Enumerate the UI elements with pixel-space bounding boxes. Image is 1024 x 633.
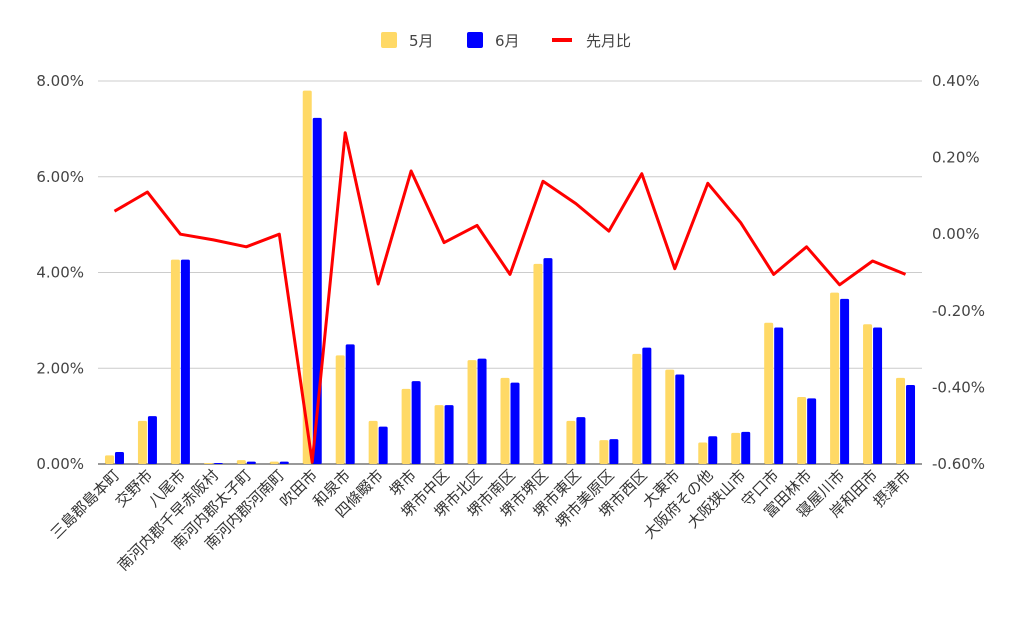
bar-6月 — [807, 398, 817, 464]
bar-5月 — [566, 420, 576, 464]
y-left-tick-label: 4.00% — [36, 264, 84, 282]
bar-5月 — [401, 388, 411, 464]
bar-6月 — [246, 461, 256, 464]
bar-6月 — [873, 327, 883, 464]
x-tick-label: 三島郡島本町 — [47, 466, 123, 542]
bar-6月 — [279, 461, 289, 464]
bar-6月 — [741, 431, 751, 464]
legend-label: 6月 — [495, 32, 520, 50]
bar-6月 — [477, 358, 487, 464]
bar-6月 — [609, 439, 619, 464]
bar-5月 — [236, 460, 246, 464]
bar-5月 — [764, 322, 774, 464]
bar-5月 — [203, 463, 213, 464]
bar-6月 — [510, 382, 520, 464]
bar-6月 — [180, 259, 190, 464]
legend-swatch — [381, 32, 397, 48]
bar-5月 — [863, 324, 873, 464]
line-先月比 — [113, 131, 907, 464]
legend-label: 5月 — [409, 32, 434, 50]
y-right-tick-label: 0.20% — [932, 149, 980, 167]
y-left-tick-label: 2.00% — [36, 359, 84, 377]
bar-6月 — [147, 416, 157, 464]
bar-6月 — [378, 426, 388, 464]
bar-6月 — [906, 385, 916, 464]
bar-5月 — [368, 420, 378, 464]
y-right-tick-label: -0.40% — [932, 378, 985, 396]
y-left-tick-label: 8.00% — [36, 72, 84, 90]
bar-5月 — [896, 377, 906, 464]
bar-6月 — [675, 374, 685, 464]
bar-5月 — [269, 461, 279, 464]
bar-5月 — [434, 405, 444, 464]
bar-5月 — [302, 90, 312, 464]
bar-5月 — [830, 292, 840, 464]
bar-6月 — [774, 327, 784, 464]
bar-6月 — [576, 417, 586, 464]
bar-5月 — [533, 263, 543, 464]
bar-5月 — [797, 396, 807, 464]
y-right-tick-label: 0.00% — [932, 225, 980, 243]
bar-6月 — [708, 436, 718, 464]
bar-6月 — [840, 298, 850, 464]
bar-5月 — [335, 355, 345, 464]
bar-5月 — [467, 360, 477, 464]
bar-5月 — [731, 432, 741, 464]
bar-5月 — [500, 377, 510, 464]
bar-5月 — [170, 259, 180, 464]
bar-5月 — [137, 420, 147, 464]
bar-6月 — [444, 405, 454, 464]
x-tick-label: 摂津市 — [870, 466, 915, 511]
bar-5月 — [599, 440, 609, 464]
legend-label: 先月比 — [586, 32, 631, 50]
y-right-tick-label: -0.20% — [932, 302, 985, 320]
bar-6月 — [543, 258, 553, 464]
bar-5月 — [665, 369, 675, 464]
bar-5月 — [632, 353, 642, 464]
y-left-tick-label: 6.00% — [36, 168, 84, 186]
y-left-tick-label: 0.00% — [36, 455, 84, 473]
bar-5月 — [698, 442, 708, 464]
legend-swatch — [467, 32, 483, 48]
y-right-tick-label: 0.40% — [932, 72, 980, 90]
y-right-tick-label: -0.60% — [932, 455, 985, 473]
bar-6月 — [345, 344, 355, 464]
bar-5月 — [104, 455, 114, 464]
bar-6月 — [411, 381, 421, 464]
bar-6月 — [114, 452, 124, 464]
bar-6月 — [213, 463, 223, 464]
bar-6月 — [642, 347, 652, 464]
